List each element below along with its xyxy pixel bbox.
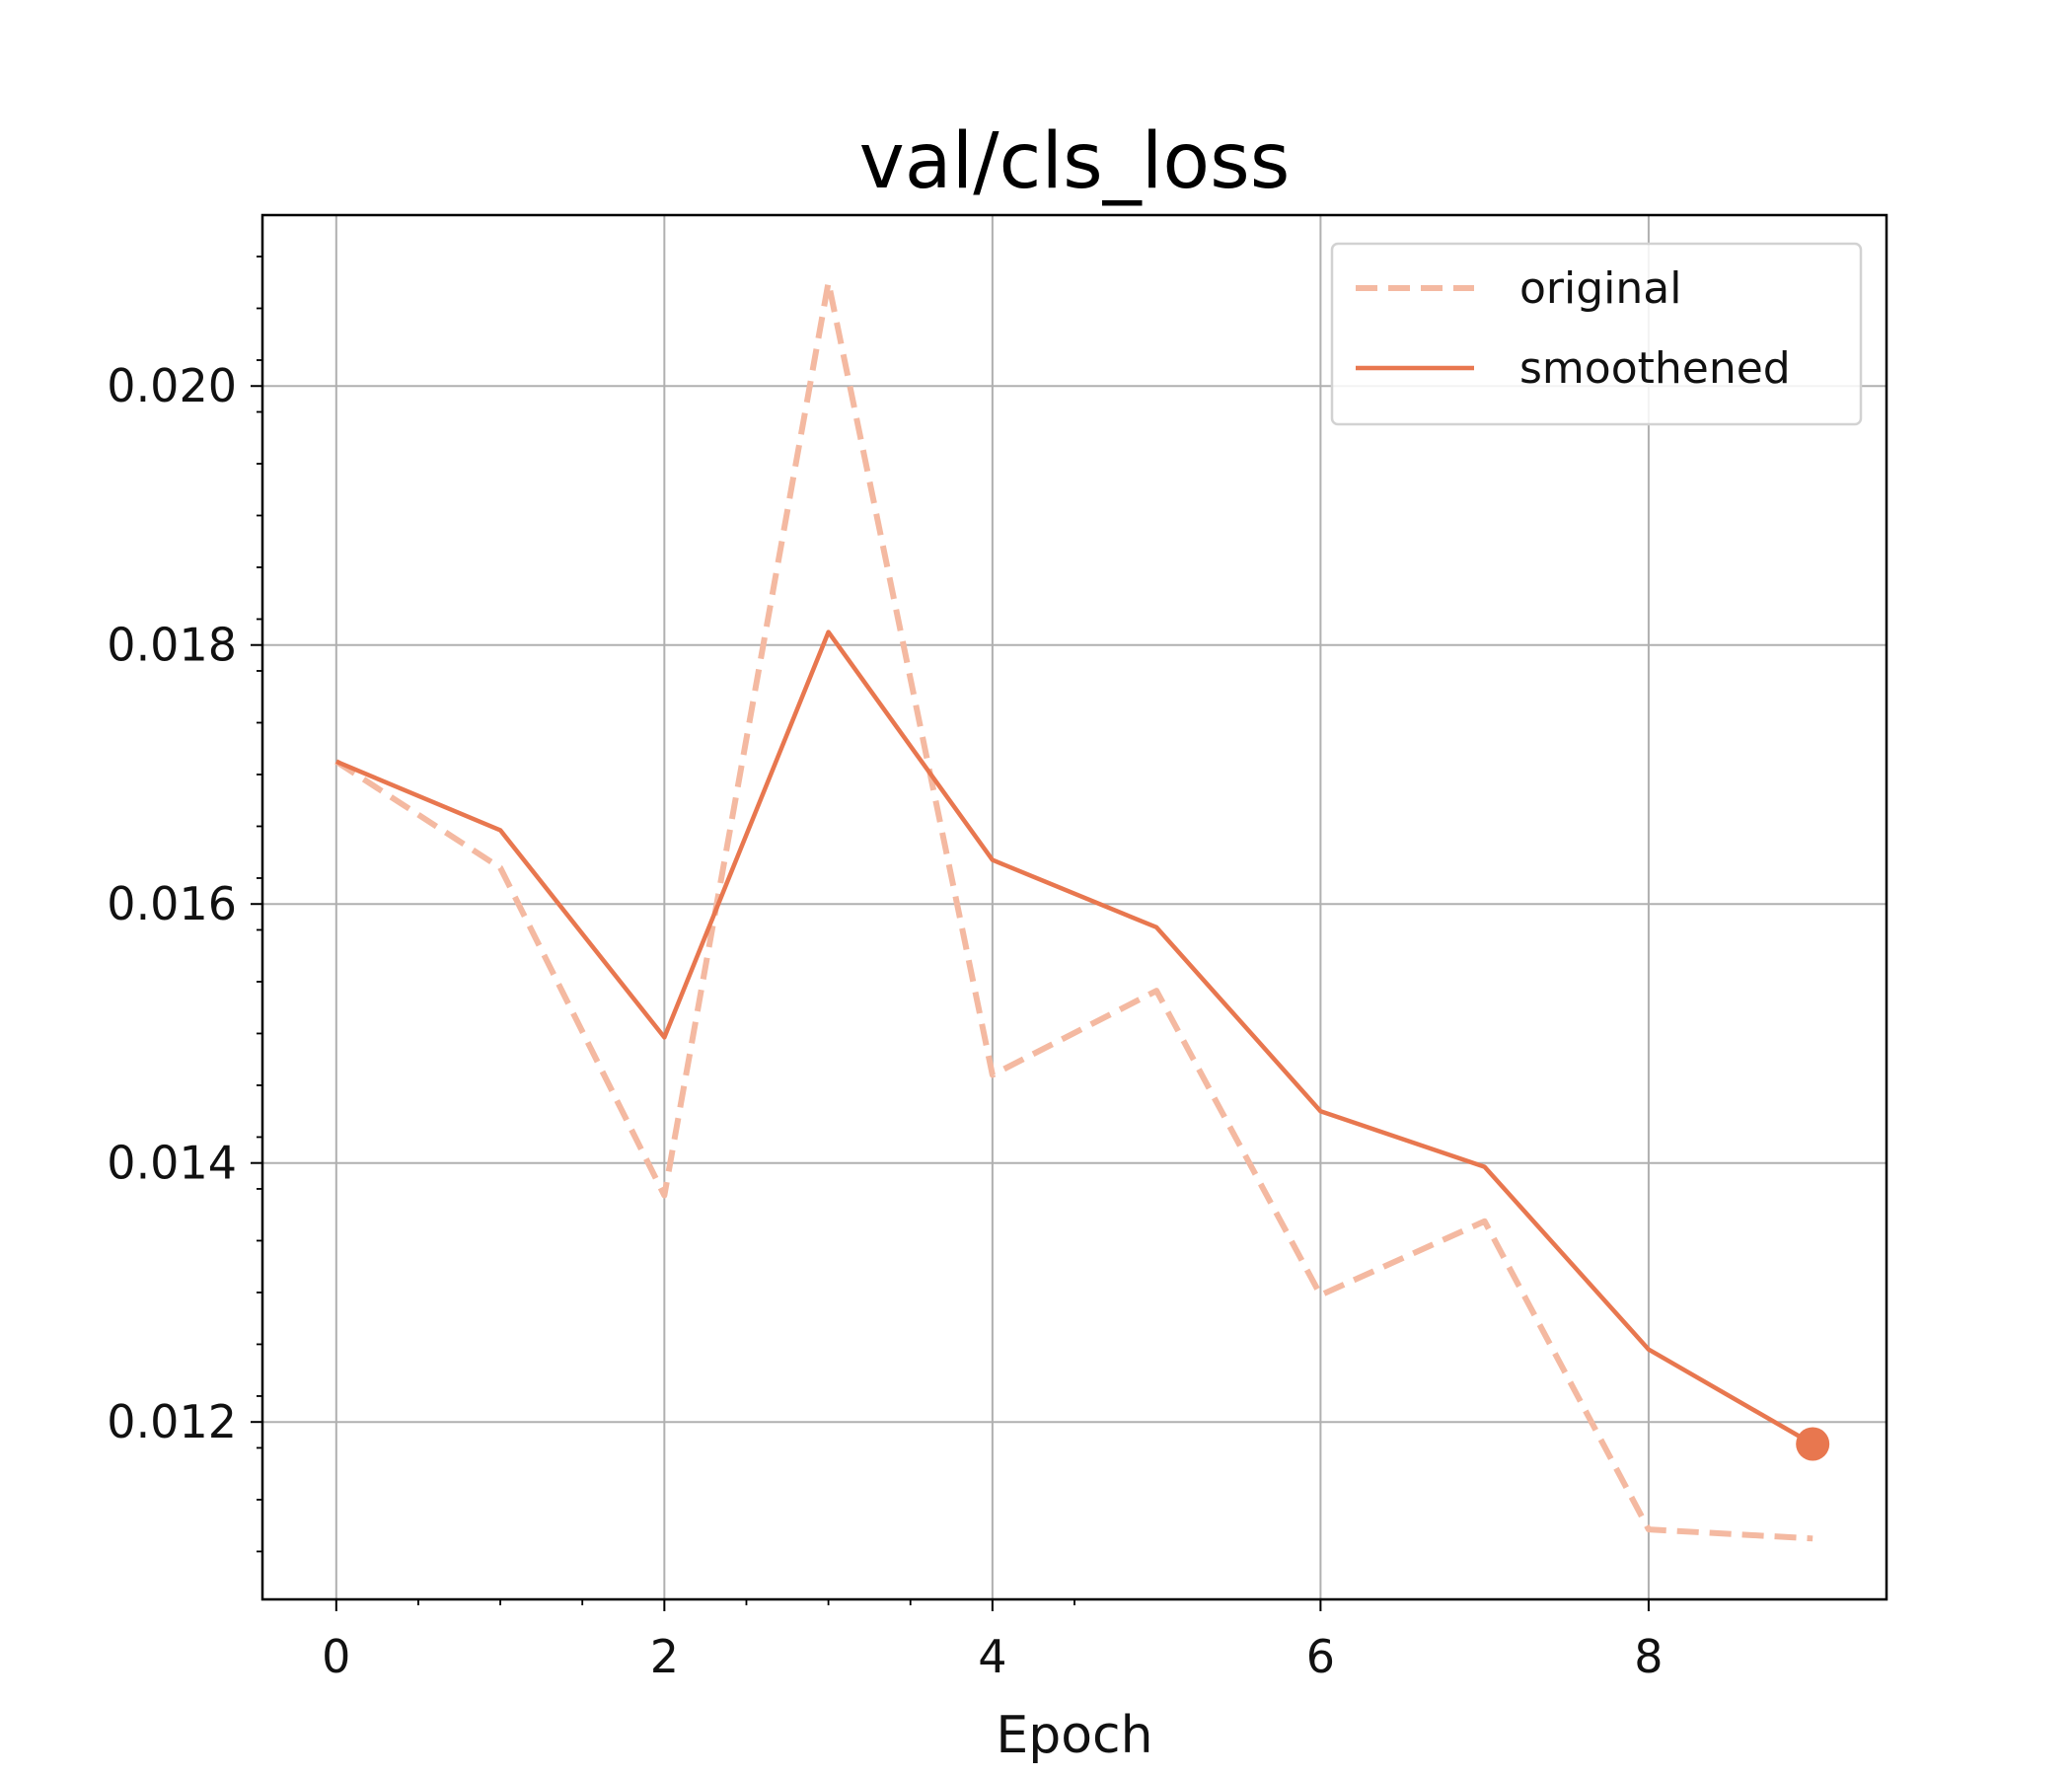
legend-label-original: original <box>1519 263 1681 314</box>
series-line-smoothened <box>334 629 1814 1446</box>
y-tick-label: 0.014 <box>107 1137 237 1190</box>
x-tick-label: 0 <box>322 1630 350 1683</box>
y-tick-label: 0.020 <box>107 359 237 412</box>
y-tick-label: 0.016 <box>107 877 237 930</box>
x-axis-label: Epoch <box>996 1706 1152 1765</box>
legend-label-smoothened: smoothened <box>1519 343 1791 394</box>
legend: original smoothened <box>1330 242 1863 426</box>
series-layer <box>334 279 1830 1542</box>
x-tick-label: 8 <box>1634 1630 1663 1683</box>
x-tick-label: 2 <box>650 1630 679 1683</box>
y-tick-label: 0.012 <box>107 1395 237 1448</box>
ticks: 0 2 4 6 8 0.012 0.014 0.016 0.018 0.020 <box>107 256 1664 1683</box>
end-marker-smoothened <box>1796 1427 1830 1461</box>
chart-title: val/cls_loss <box>859 117 1291 206</box>
plot-frame <box>260 213 1888 1601</box>
y-tick-label: 0.018 <box>107 619 237 672</box>
series-line-original <box>334 279 1813 1542</box>
x-tick-label: 6 <box>1306 1630 1335 1683</box>
x-tick-label: 4 <box>978 1630 1006 1683</box>
